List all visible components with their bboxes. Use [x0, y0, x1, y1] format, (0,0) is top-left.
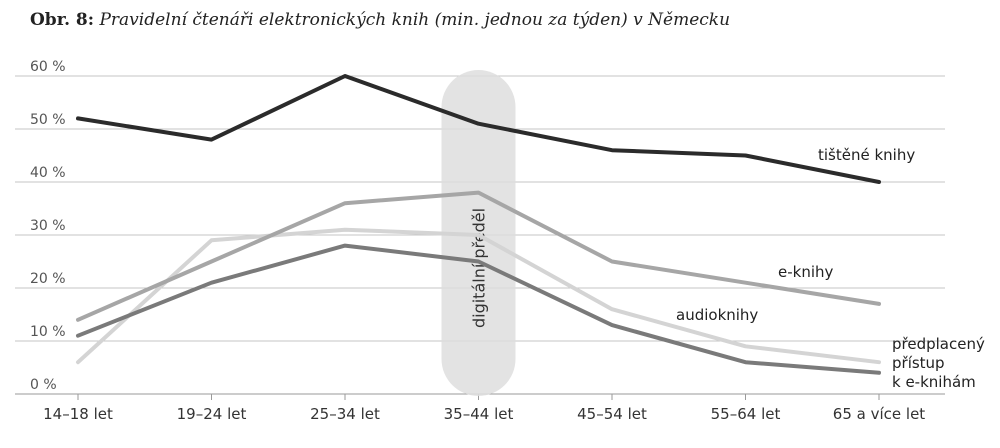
figure-title: Pravidelní čtenáři elektronických knih (… [99, 10, 731, 30]
series-label: audioknihy [676, 306, 758, 324]
x-tick-label: 55–64 let [711, 405, 781, 423]
x-tick-label: 25–34 let [310, 405, 380, 423]
series-label-line: předplacený [892, 335, 985, 353]
figure-label: Obr. 8: [30, 10, 95, 30]
series-label: tištěné knihy [818, 146, 915, 164]
series-label-line: přístup [892, 354, 945, 372]
x-tick-label: 45–54 let [577, 405, 647, 423]
x-tick-label: 19–24 let [177, 405, 247, 423]
series-line [76, 190, 881, 322]
y-tick-label: 50 % [30, 112, 66, 128]
y-tick-label: 10 % [30, 324, 66, 340]
digital-divide-label: digitální předěl [470, 208, 489, 328]
series-line [76, 74, 881, 184]
y-tick-label: 30 % [30, 218, 66, 234]
y-tick-label: 20 % [30, 271, 66, 287]
series-label-line: k e-knihám [892, 373, 976, 391]
y-tick-label: 60 % [30, 59, 66, 75]
y-tick-label: 40 % [30, 165, 66, 181]
chart-title: Obr. 8: Pravidelní čtenáři elektronickýc… [30, 10, 730, 30]
series-line [76, 227, 881, 365]
series-label: předplacený přístup k e-knihám [892, 335, 985, 391]
series-line [76, 243, 881, 375]
series-label: e-knihy [778, 263, 834, 281]
x-tick-label: 35–44 let [444, 405, 514, 423]
x-tick-label: 14–18 let [43, 405, 113, 423]
x-tick-label: 65 a více let [833, 405, 925, 423]
y-tick-label: 0 % [30, 377, 57, 393]
